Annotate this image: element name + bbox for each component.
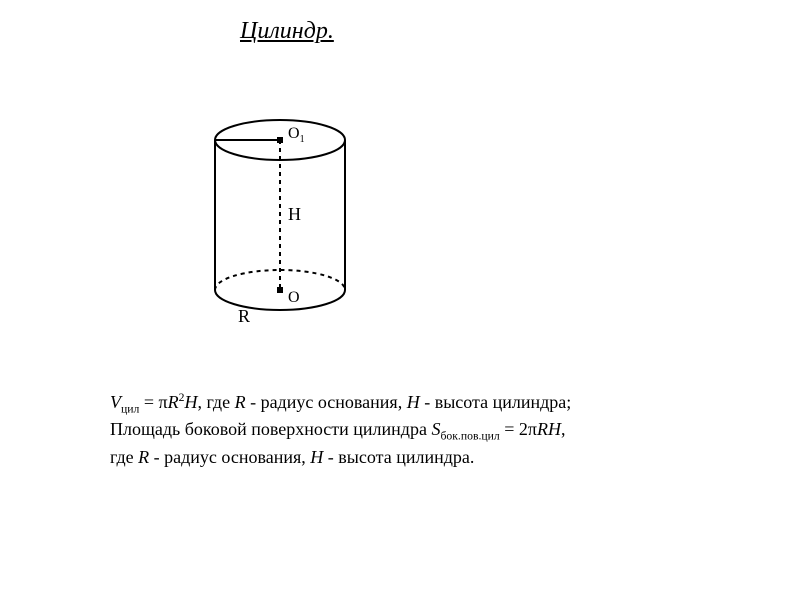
h-symbol-1: H <box>184 392 197 412</box>
v-subscript: цил <box>121 403 139 416</box>
line2-c: , <box>561 419 566 439</box>
r-symbol-1: R <box>168 392 179 412</box>
formula-line-3: где R - радиус основания, H - высота цил… <box>110 445 710 469</box>
label-h: H <box>288 204 301 224</box>
page-title: Цилиндр. <box>240 18 334 45</box>
label-o: O <box>288 289 300 306</box>
where-3c: - высота цилиндра. <box>323 447 474 467</box>
h-symbol-2: H <box>407 392 420 412</box>
h-symbol-3: H <box>548 419 561 439</box>
formula-line-2: Площадь боковой поверхности цилиндра Sбо… <box>110 417 710 444</box>
r-symbol-2: R <box>235 392 246 412</box>
formula-line-1: Vцил = πR2H, где R - радиус основания, H… <box>110 390 710 417</box>
where-1c: - высота цилиндра; <box>420 392 572 412</box>
r-symbol-4: R <box>138 447 149 467</box>
v-symbol: V <box>110 392 121 412</box>
line2-a: Площадь боковой поверхности цилиндра <box>110 419 431 439</box>
label-r: R <box>238 306 250 326</box>
where-3a: где <box>110 447 138 467</box>
cylinder-svg: O1 H O R <box>180 110 400 340</box>
h-symbol-4: H <box>310 447 323 467</box>
eq-text: = π <box>139 392 167 412</box>
where-1b: - радиус основания, <box>246 392 407 412</box>
formula-text: Vцил = πR2H, где R - радиус основания, H… <box>110 390 710 469</box>
where-3b: - радиус основания, <box>149 447 310 467</box>
where-1a: , где <box>197 392 234 412</box>
bottom-center-dot <box>277 287 283 293</box>
line2-b: = 2π <box>500 419 537 439</box>
cylinder-diagram: O1 H O R <box>180 110 400 340</box>
r-symbol-3: R <box>537 419 548 439</box>
top-center-dot <box>277 137 283 143</box>
s-subscript: бок.пов.цил <box>440 430 499 443</box>
